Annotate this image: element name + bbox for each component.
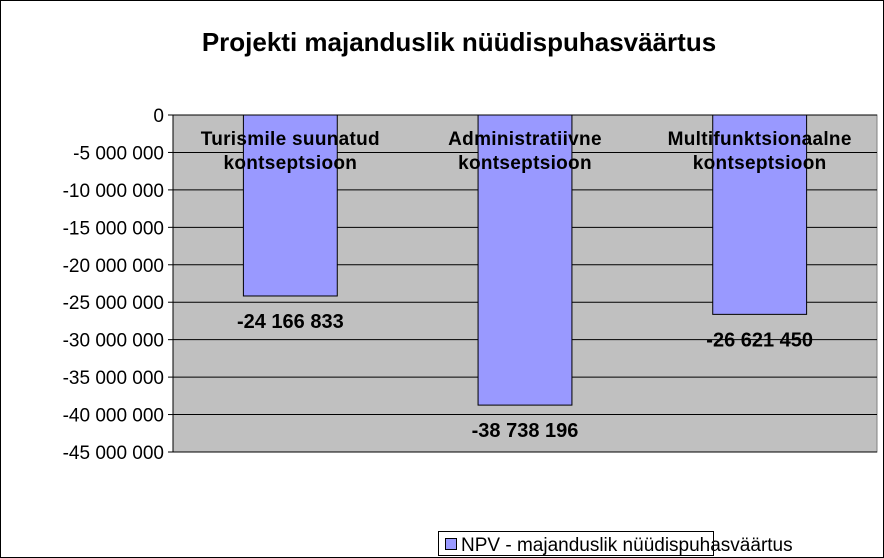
y-tick-label: 0	[153, 106, 164, 127]
legend-box	[438, 531, 714, 556]
chart-title: Projekti majanduslik nüüdispuhasväärtus	[202, 27, 716, 57]
y-tick-label: -30 000 000	[63, 331, 164, 352]
y-tick-label: -10 000 000	[63, 181, 164, 202]
bar	[477, 114, 573, 406]
y-tick-label: -5 000 000	[73, 143, 164, 164]
category-label: Administratiivne kontseptsioon	[448, 129, 602, 174]
y-tick-label: -15 000 000	[63, 218, 164, 239]
value-label: -38 738 196	[472, 420, 579, 442]
y-tick-label: -35 000 000	[63, 368, 164, 389]
y-tick-label: -40 000 000	[63, 406, 164, 427]
category-label: Multifunktsionaalne kontseptsioon	[667, 129, 852, 174]
legend-label: NPV - majanduslik nüüdispuhasväärtus	[461, 535, 793, 556]
y-tick-label: -45 000 000	[63, 443, 164, 464]
value-label: -24 166 833	[237, 311, 344, 333]
bar	[712, 114, 808, 315]
y-tick-label: -25 000 000	[63, 293, 164, 314]
bar	[242, 114, 338, 297]
y-tick-label: -20 000 000	[63, 256, 164, 277]
value-label: -26 621 450	[706, 329, 813, 351]
legend-swatch	[445, 538, 457, 550]
category-label: Turismile suunatud kontseptsioon	[200, 129, 380, 174]
